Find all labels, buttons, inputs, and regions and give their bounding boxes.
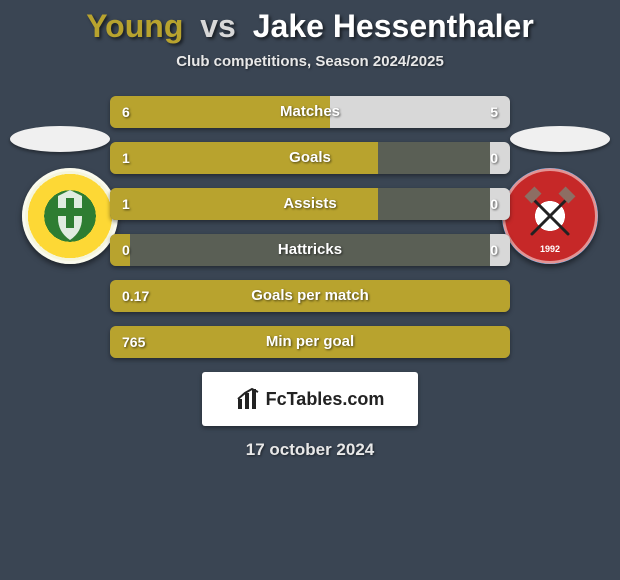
stat-row: 765Min per goal (110, 326, 510, 358)
bar-chart-icon (236, 387, 260, 411)
title-left: Young (86, 8, 183, 44)
club-crest-right: 1992 (502, 168, 598, 264)
stat-row: 10Assists (110, 188, 510, 220)
stat-label: Min per goal (110, 326, 510, 358)
title-vs: vs (192, 8, 244, 44)
stat-row: 0.17Goals per match (110, 280, 510, 312)
club-crest-left (22, 168, 118, 264)
stat-label: Hattricks (110, 234, 510, 266)
hammers-icon: 1992 (502, 168, 598, 264)
crest-year: 1992 (540, 244, 560, 254)
player-ellipse-left (10, 126, 110, 152)
stat-label: Goals (110, 142, 510, 174)
stat-bars: 65Matches 10Goals 10Assists 00Hattricks 0.17… (110, 96, 510, 358)
stat-label: Assists (110, 188, 510, 220)
shield-icon (22, 168, 118, 264)
stat-row: 65Matches (110, 96, 510, 128)
stat-label: Goals per match (110, 280, 510, 312)
stat-label: Matches (110, 96, 510, 128)
stat-row: 00Hattricks (110, 234, 510, 266)
player-ellipse-right (510, 126, 610, 152)
page-title: Young vs Jake Hessenthaler (0, 0, 620, 45)
stat-row: 10Goals (110, 142, 510, 174)
date-text: 17 october 2024 (0, 440, 620, 460)
fctables-logo-box: FcTables.com (202, 372, 418, 426)
fctables-logo-text: FcTables.com (266, 389, 385, 410)
title-right: Jake Hessenthaler (253, 8, 534, 44)
subtitle: Club competitions, Season 2024/2025 (0, 53, 620, 70)
